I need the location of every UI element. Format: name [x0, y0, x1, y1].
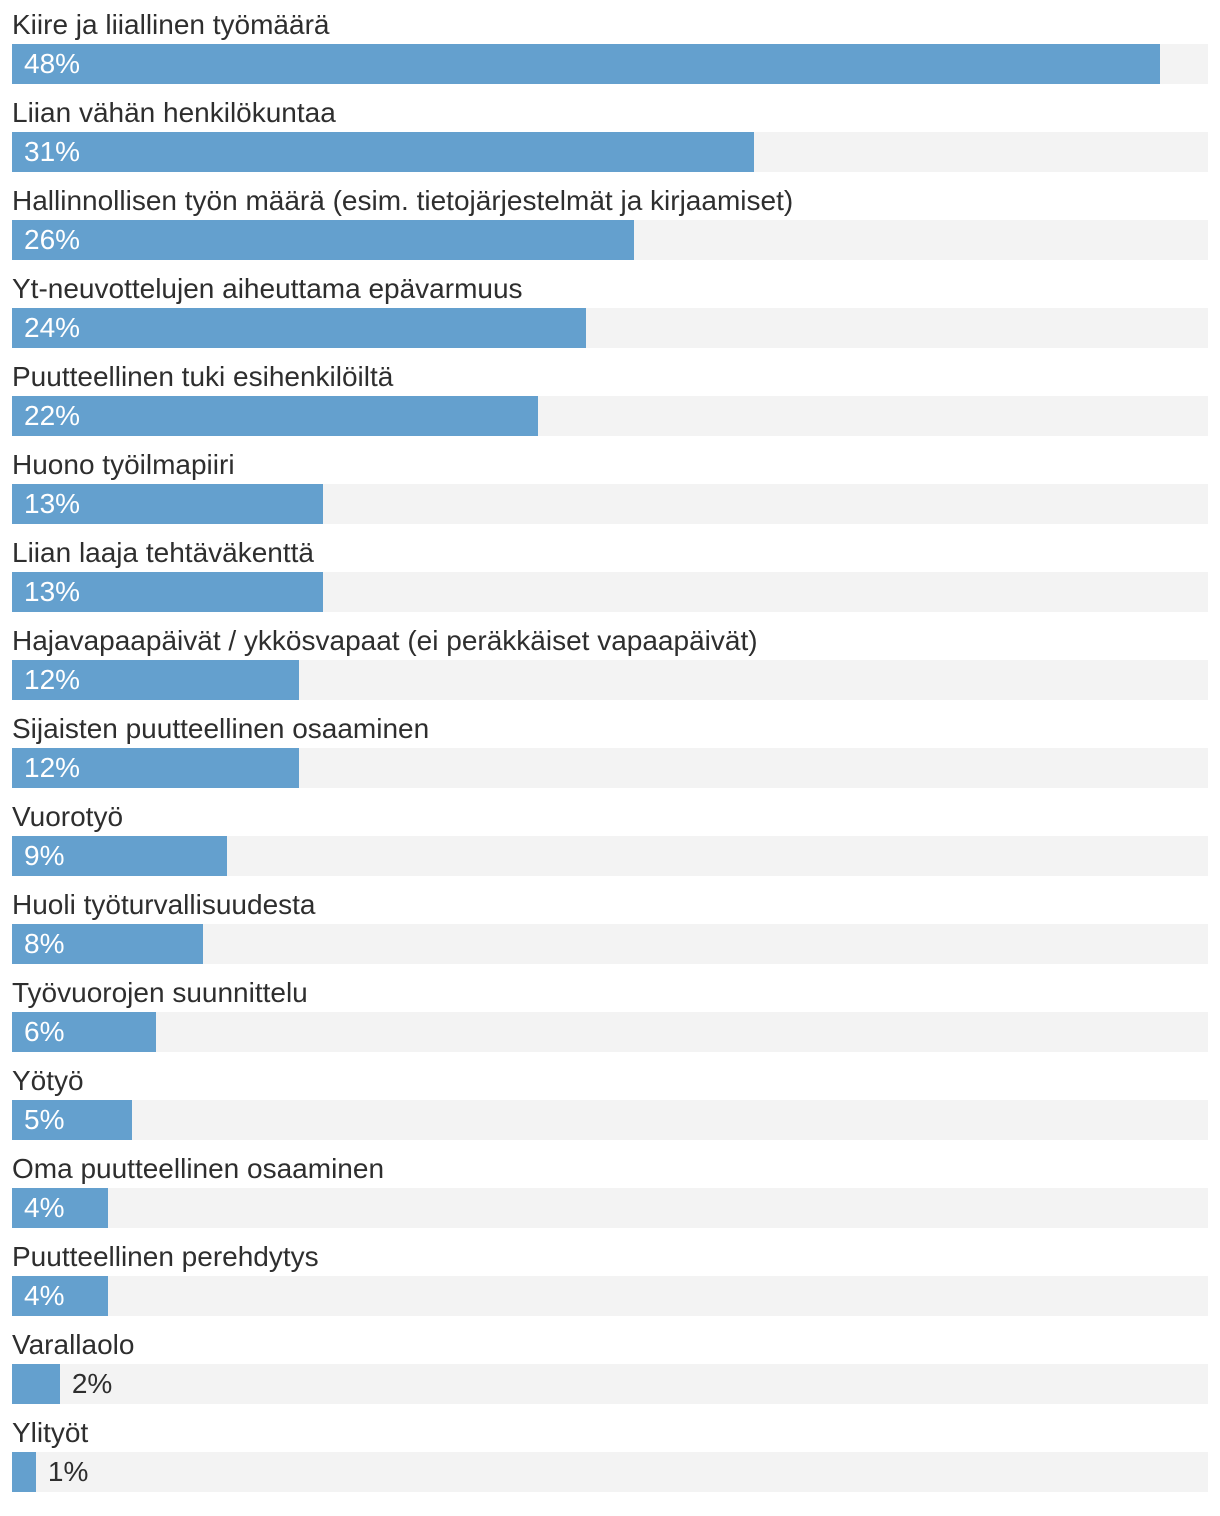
category-label: Oma puutteellinen osaaminen: [12, 1153, 385, 1184]
category-label: Hajavapaapäivät / ykkösvapaat (ei peräkk…: [12, 625, 758, 656]
value-label: 1%: [47, 1456, 89, 1487]
bar-fill: 8%: [12, 924, 204, 964]
chart-row: Puutteellinen perehdytys 4%: [12, 1238, 1208, 1316]
value-label: 13%: [24, 488, 81, 519]
bar-track: 2%: [12, 1364, 1208, 1404]
chart-row: Yt-neuvottelujen aiheuttama epävarmuus 24…: [12, 270, 1208, 348]
value-label: 6%: [24, 1016, 65, 1047]
bar-fill: 4%: [12, 1276, 108, 1316]
chart-row: Hallinnollisen työn määrä (esim. tietojä…: [12, 182, 1208, 260]
category-label: Ylityöt: [12, 1417, 89, 1448]
chart-row: Liian laaja tehtäväkenttä 13%: [12, 534, 1208, 612]
bar-track: 4%: [12, 1188, 1208, 1228]
chart-row: Liian vähän henkilökuntaa 31%: [12, 94, 1208, 172]
bar-track: 13%: [12, 484, 1208, 524]
category-label: Liian vähän henkilökuntaa: [12, 97, 336, 128]
chart-row: Kiire ja liiallinen työmäärä 48%: [12, 6, 1208, 84]
bar-fill: 9%: [12, 836, 228, 876]
value-label: 2%: [71, 1368, 113, 1399]
bar-fill: 6%: [12, 1012, 156, 1052]
bar-fill: 4%: [12, 1188, 108, 1228]
chart-row: Työvuorojen suunnittelu 6%: [12, 974, 1208, 1052]
bar-fill: 13%: [12, 572, 323, 612]
chart-row: Vuorotyö 9%: [12, 798, 1208, 876]
category-label: Hallinnollisen työn määrä (esim. tietojä…: [12, 185, 794, 216]
category-label: Sijaisten puutteellinen osaaminen: [12, 713, 430, 744]
value-label: 12%: [24, 752, 81, 783]
category-label: Puutteellinen perehdytys: [12, 1241, 319, 1272]
bar-track: 26%: [12, 220, 1208, 260]
bar-fill: 12%: [12, 748, 300, 788]
chart-row: Yötyö 5%: [12, 1062, 1208, 1140]
value-label: 24%: [24, 312, 81, 343]
value-label: 48%: [24, 48, 81, 79]
bar-track: 12%: [12, 660, 1208, 700]
chart-row: Puutteellinen tuki esihenkilöiltä 22%: [12, 358, 1208, 436]
category-label: Yt-neuvottelujen aiheuttama epävarmuus: [12, 273, 523, 304]
category-label: Vuorotyö: [12, 801, 124, 832]
value-label: 26%: [24, 224, 81, 255]
bar-fill: 48%: [12, 44, 1161, 84]
bar-track: 48%: [12, 44, 1208, 84]
bar-track: 6%: [12, 1012, 1208, 1052]
value-label: 13%: [24, 576, 81, 607]
bar-track: 9%: [12, 836, 1208, 876]
bar-track: 8%: [12, 924, 1208, 964]
category-label: Liian laaja tehtäväkenttä: [12, 537, 314, 568]
category-label: Kiire ja liiallinen työmäärä: [12, 9, 330, 40]
bar-fill: 13%: [12, 484, 323, 524]
bar-fill: [12, 1364, 60, 1404]
value-label: 12%: [24, 664, 81, 695]
bar-track: 22%: [12, 396, 1208, 436]
value-label: 4%: [24, 1192, 65, 1223]
bar-fill: 12%: [12, 660, 300, 700]
category-label: Huoli työturvallisuudesta: [12, 889, 316, 920]
category-label: Puutteellinen tuki esihenkilöiltä: [12, 361, 394, 392]
bar-track: 4%: [12, 1276, 1208, 1316]
category-label: Varallaolo: [12, 1329, 135, 1360]
chart-row: Ylityöt 1%: [12, 1414, 1208, 1492]
bar-track: 12%: [12, 748, 1208, 788]
bar-track: 13%: [12, 572, 1208, 612]
bar-track: 1%: [12, 1452, 1208, 1492]
bar-track: 24%: [12, 308, 1208, 348]
category-label: Huono työilmapiiri: [12, 449, 235, 480]
bar-fill: 31%: [12, 132, 754, 172]
bar-track: 5%: [12, 1100, 1208, 1140]
category-label: Työvuorojen suunnittelu: [12, 977, 308, 1008]
chart-row: Sijaisten puutteellinen osaaminen 12%: [12, 710, 1208, 788]
bar-fill: [12, 1452, 36, 1492]
value-label: 4%: [24, 1280, 65, 1311]
bar-fill: 5%: [12, 1100, 132, 1140]
chart-row: Hajavapaapäivät / ykkösvapaat (ei peräkk…: [12, 622, 1208, 700]
value-label: 31%: [24, 136, 81, 167]
chart-row: Varallaolo 2%: [12, 1326, 1208, 1404]
value-label: 5%: [24, 1104, 65, 1135]
bar-fill: 24%: [12, 308, 587, 348]
chart-row: Oma puutteellinen osaaminen 4%: [12, 1150, 1208, 1228]
chart-row: Huoli työturvallisuudesta 8%: [12, 886, 1208, 964]
value-label: 9%: [24, 840, 65, 871]
bar-track: 31%: [12, 132, 1208, 172]
chart-row: Huono työilmapiiri 13%: [12, 446, 1208, 524]
bar-fill: 22%: [12, 396, 539, 436]
value-label: 8%: [24, 928, 65, 959]
category-label: Yötyö: [12, 1065, 84, 1096]
value-label: 22%: [24, 400, 81, 431]
bar-fill: 26%: [12, 220, 634, 260]
